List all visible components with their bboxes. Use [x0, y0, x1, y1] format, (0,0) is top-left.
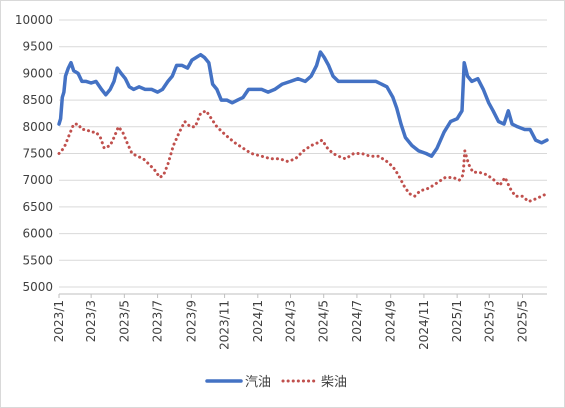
x-tick-label: 2023/9 — [184, 300, 198, 342]
x-tick-label: 2023/7 — [151, 300, 165, 342]
y-tick-label: 7000 — [22, 173, 53, 187]
x-tick-label: 2023/3 — [84, 300, 98, 342]
x-tick-label: 2023/1 — [52, 300, 66, 342]
x-tick-label: 2024/9 — [384, 300, 398, 342]
y-tick-label: 9500 — [22, 40, 53, 54]
legend-label: 汽油 — [245, 375, 271, 390]
y-tick-label: 9000 — [22, 66, 53, 80]
x-tick-label: 2023/5 — [117, 300, 131, 342]
x-tick-label: 2024/5 — [317, 300, 331, 342]
x-tick-label: 2025/5 — [515, 300, 529, 342]
legend: 汽油 柴油 — [205, 375, 347, 390]
x-tick-label: 2024/3 — [283, 300, 297, 342]
y-tick-label: 10000 — [15, 13, 53, 27]
legend-label: 柴油 — [321, 375, 347, 390]
series-lines — [57, 50, 549, 204]
x-tick-label: 2024/11 — [417, 300, 431, 350]
y-tick-label: 8500 — [22, 93, 53, 107]
gridlines — [59, 19, 547, 288]
series-line-gasoline — [57, 50, 549, 158]
x-tick-label: 2024/1 — [251, 300, 265, 342]
x-tick-label: 2025/3 — [482, 300, 496, 342]
x-tick-label: 2023/11 — [218, 300, 232, 350]
y-tick-label: 6500 — [22, 200, 53, 214]
y-tick-label: 7500 — [22, 147, 53, 161]
y-tick-label: 6000 — [22, 227, 53, 241]
y-tick-label: 5000 — [22, 280, 53, 294]
y-tick-label: 5500 — [22, 253, 53, 267]
x-tick-label: 2025/1 — [450, 300, 464, 342]
x-axis-ticks: 2023/1 2023/3 2023/5 2023/7 2023/9 2023/11 202… — [52, 294, 529, 350]
x-tick-label: 2024/7 — [350, 300, 364, 342]
series-line-diesel — [57, 109, 549, 204]
legend-entry-diesel: 柴油 — [281, 375, 347, 390]
legend-entry-gasoline: 汽油 — [205, 375, 271, 390]
y-tick-label: 8000 — [22, 120, 53, 134]
y-axis-ticks: 5000 5500 6000 6500 7000 7500 8000 8500 9000 9500… — [15, 13, 53, 294]
